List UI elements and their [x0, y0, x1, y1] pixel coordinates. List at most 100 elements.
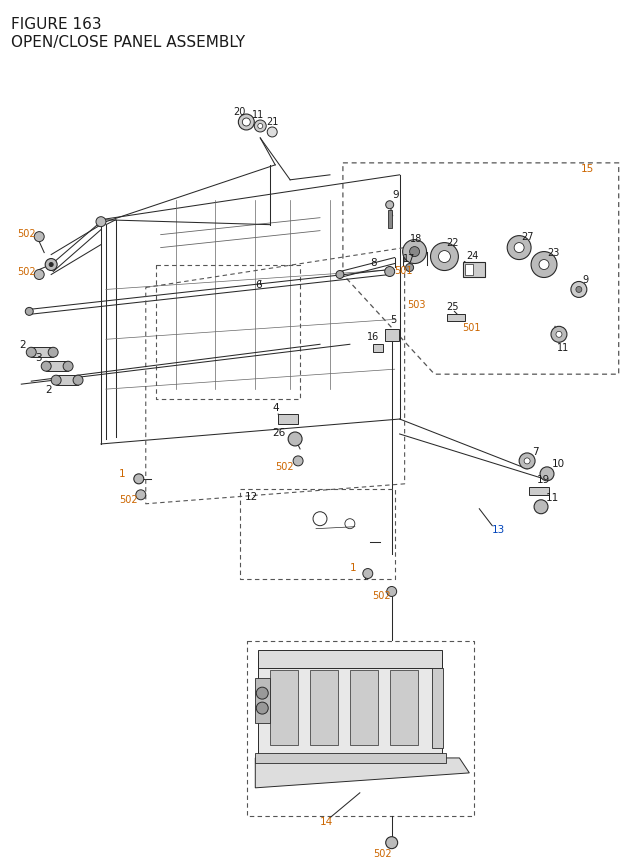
Ellipse shape — [300, 655, 320, 664]
Text: 21: 21 — [266, 117, 278, 127]
Text: 27: 27 — [521, 232, 534, 241]
Text: 8: 8 — [370, 257, 376, 267]
Bar — [465, 264, 474, 276]
Text: 501: 501 — [462, 323, 481, 333]
Bar — [310, 671, 338, 745]
Circle shape — [556, 332, 562, 338]
Bar — [385, 330, 399, 342]
Circle shape — [534, 500, 548, 514]
Ellipse shape — [360, 655, 380, 664]
Text: 25: 25 — [447, 302, 459, 312]
Text: 502: 502 — [372, 847, 392, 858]
Text: 22: 22 — [447, 238, 459, 247]
Text: 14: 14 — [320, 815, 333, 826]
Bar — [31, 348, 53, 358]
Text: 26: 26 — [272, 428, 285, 437]
Text: 502: 502 — [119, 494, 138, 505]
Circle shape — [336, 271, 344, 279]
Circle shape — [96, 218, 106, 227]
Circle shape — [41, 362, 51, 372]
Circle shape — [256, 703, 268, 715]
Text: 10: 10 — [552, 458, 565, 468]
Text: 1: 1 — [350, 562, 356, 572]
Bar — [259, 651, 442, 668]
Text: 11: 11 — [546, 492, 559, 502]
Text: 502: 502 — [17, 266, 36, 276]
Text: FIGURE 163: FIGURE 163 — [12, 17, 102, 33]
Circle shape — [49, 263, 53, 267]
Circle shape — [519, 454, 535, 469]
Bar — [255, 678, 270, 723]
Circle shape — [288, 432, 302, 447]
Circle shape — [254, 121, 266, 133]
Text: 502: 502 — [275, 461, 294, 471]
Bar — [447, 315, 465, 322]
Text: 11: 11 — [252, 110, 264, 120]
Text: 16: 16 — [367, 332, 379, 342]
Circle shape — [45, 259, 57, 271]
Circle shape — [136, 490, 146, 500]
Circle shape — [540, 468, 554, 481]
Text: 2: 2 — [19, 340, 26, 350]
Bar — [388, 210, 392, 228]
Circle shape — [51, 375, 61, 386]
Text: 1: 1 — [119, 468, 125, 479]
Text: 5: 5 — [390, 315, 396, 325]
Circle shape — [431, 244, 458, 271]
Circle shape — [551, 327, 567, 343]
Circle shape — [238, 115, 254, 131]
Text: 23: 23 — [547, 247, 559, 257]
Text: 503: 503 — [408, 300, 426, 310]
Bar — [278, 414, 298, 424]
Polygon shape — [255, 758, 469, 788]
Text: 13: 13 — [492, 524, 506, 534]
Circle shape — [539, 260, 549, 270]
Text: 502: 502 — [372, 591, 390, 601]
Circle shape — [268, 127, 277, 138]
Text: 17: 17 — [403, 253, 415, 263]
Circle shape — [293, 456, 303, 467]
Bar — [255, 753, 447, 763]
Circle shape — [438, 251, 451, 263]
Circle shape — [35, 270, 44, 280]
Text: 24: 24 — [467, 251, 479, 260]
Bar — [259, 659, 442, 758]
Bar — [372, 345, 383, 353]
Text: OPEN/CLOSE PANEL ASSEMBLY: OPEN/CLOSE PANEL ASSEMBLY — [12, 35, 246, 50]
Text: 4: 4 — [272, 403, 279, 412]
Circle shape — [256, 687, 268, 699]
Circle shape — [406, 264, 413, 272]
Circle shape — [258, 124, 263, 129]
Circle shape — [385, 267, 395, 277]
Text: 19: 19 — [537, 474, 550, 484]
Bar — [463, 263, 485, 278]
Circle shape — [387, 587, 397, 597]
Bar — [350, 671, 378, 745]
Circle shape — [507, 237, 531, 260]
Bar — [46, 362, 68, 372]
Circle shape — [403, 240, 426, 264]
Text: 501: 501 — [395, 265, 413, 276]
Text: 9: 9 — [393, 189, 399, 200]
Bar — [529, 487, 549, 495]
Text: 15: 15 — [581, 164, 594, 174]
Circle shape — [48, 348, 58, 358]
Text: 18: 18 — [410, 233, 422, 244]
Circle shape — [63, 362, 73, 372]
Circle shape — [26, 348, 36, 358]
Text: 20: 20 — [233, 107, 246, 117]
Text: 11: 11 — [557, 343, 569, 353]
Text: 7: 7 — [532, 446, 539, 456]
Bar — [270, 671, 298, 745]
Circle shape — [386, 837, 397, 849]
Circle shape — [134, 474, 144, 484]
Circle shape — [514, 244, 524, 253]
Circle shape — [386, 201, 394, 209]
Circle shape — [363, 569, 372, 579]
Bar — [390, 671, 417, 745]
Circle shape — [26, 308, 33, 316]
Bar — [431, 668, 444, 748]
Circle shape — [524, 458, 530, 464]
Text: 12: 12 — [244, 492, 257, 501]
Text: 502: 502 — [17, 228, 36, 238]
